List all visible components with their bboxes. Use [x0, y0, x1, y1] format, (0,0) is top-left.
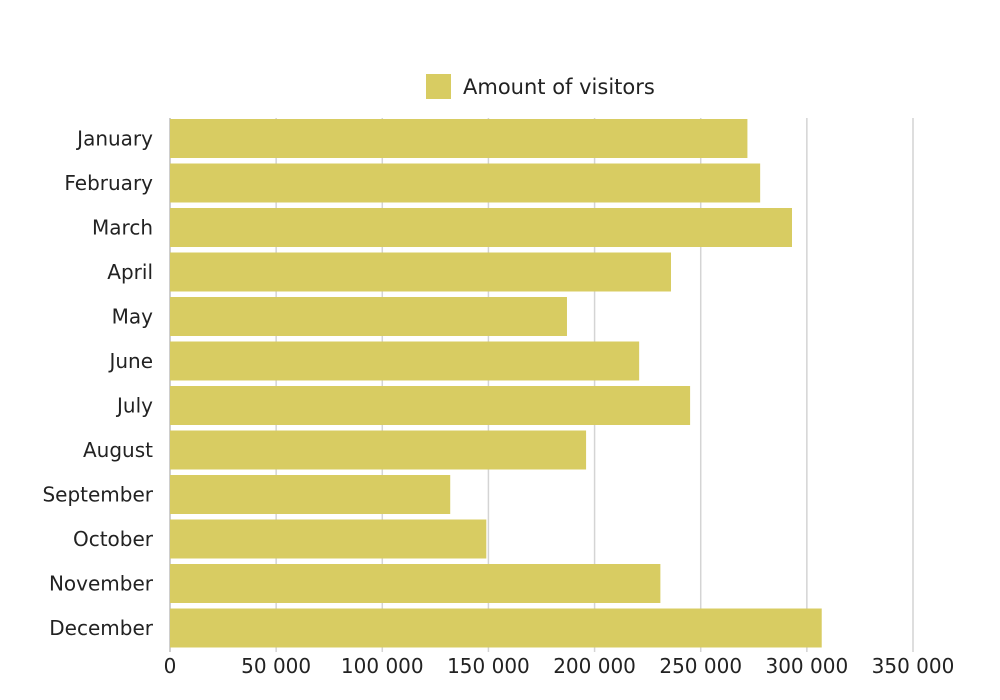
bar-december — [170, 608, 822, 648]
bar-october — [170, 519, 487, 559]
bar-january — [170, 119, 748, 158]
y-label-march: March — [92, 216, 153, 240]
x-axis-labels: 0 50 000 100 000 150 000 200 000 250 000 300 0… — [164, 654, 955, 678]
y-label-april: April — [107, 260, 153, 284]
y-label-august: August — [83, 438, 153, 462]
bar-may — [170, 297, 567, 336]
bar-june — [170, 341, 640, 381]
x-tick-label: 100 000 — [341, 654, 424, 678]
bar-july — [170, 386, 691, 425]
bars — [170, 119, 822, 648]
y-axis-labels: January February March April May June July Augu… — [42, 127, 153, 641]
x-tick-label: 250 000 — [659, 654, 742, 678]
y-label-november: November — [49, 572, 154, 596]
grid-lines — [169, 118, 914, 652]
bar-november — [170, 564, 661, 603]
y-label-july: July — [115, 394, 153, 418]
bar-april — [170, 252, 671, 292]
y-label-january: January — [75, 127, 153, 151]
legend-swatch — [426, 74, 451, 99]
bar-september — [170, 475, 451, 514]
x-tick-label: 300 000 — [765, 654, 848, 678]
bar-march — [170, 208, 792, 247]
y-label-june: June — [107, 349, 153, 373]
y-label-december: December — [49, 616, 153, 640]
x-tick-label: 200 000 — [553, 654, 636, 678]
legend: Amount of visitors — [426, 74, 655, 99]
bar-february — [170, 163, 761, 203]
x-tick-label: 150 000 — [447, 654, 530, 678]
x-tick-label: 0 — [164, 654, 177, 678]
x-tick-label: 350 000 — [872, 654, 955, 678]
x-tick-label: 50 000 — [241, 654, 311, 678]
legend-label: Amount of visitors — [463, 75, 655, 99]
y-label-september: September — [42, 483, 153, 507]
y-label-may: May — [112, 305, 154, 329]
y-label-february: February — [64, 171, 153, 195]
y-label-october: October — [73, 527, 154, 551]
bar-august — [170, 430, 587, 470]
